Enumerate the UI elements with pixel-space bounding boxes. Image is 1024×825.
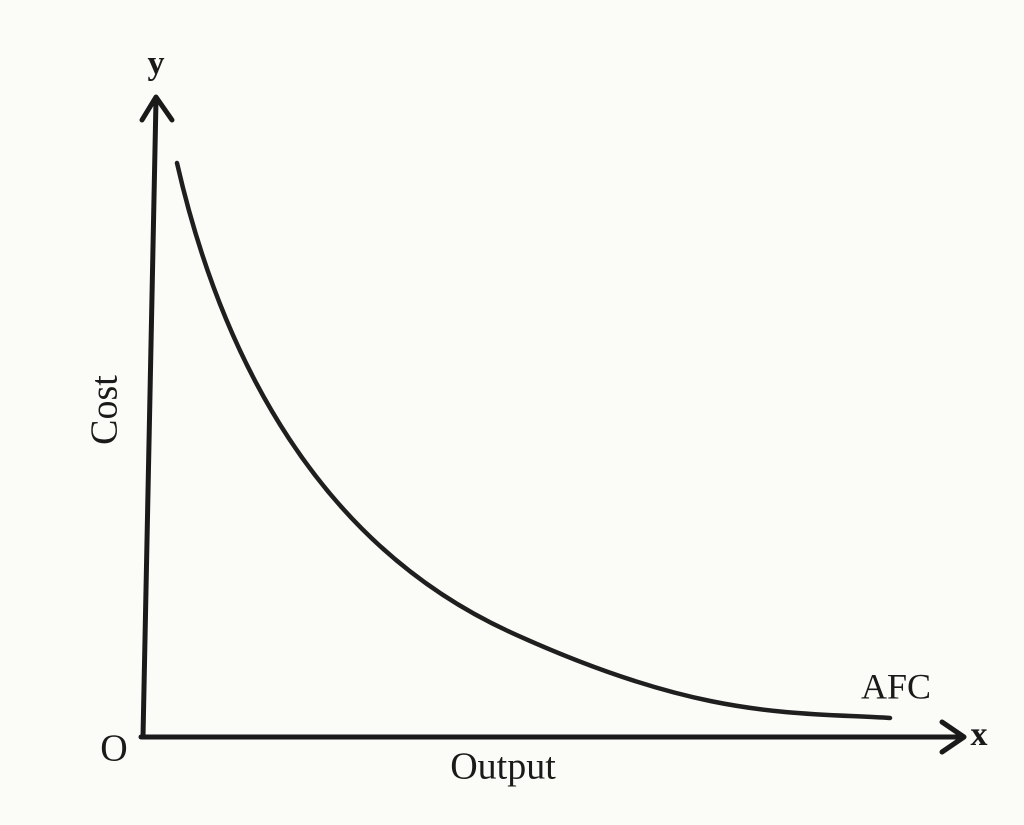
y-axis-label: y [148,45,165,82]
y-axis [140,97,159,740]
y-axis-arrow [139,94,175,123]
curve-label: AFC [861,666,931,706]
x-axis-label: x [971,716,988,753]
origin-label: O [100,728,127,770]
afc-curve [174,160,893,721]
x-axis-arrow [939,719,967,755]
y-axis-title: Cost [84,375,126,445]
x-axis-title: Output [450,746,556,788]
